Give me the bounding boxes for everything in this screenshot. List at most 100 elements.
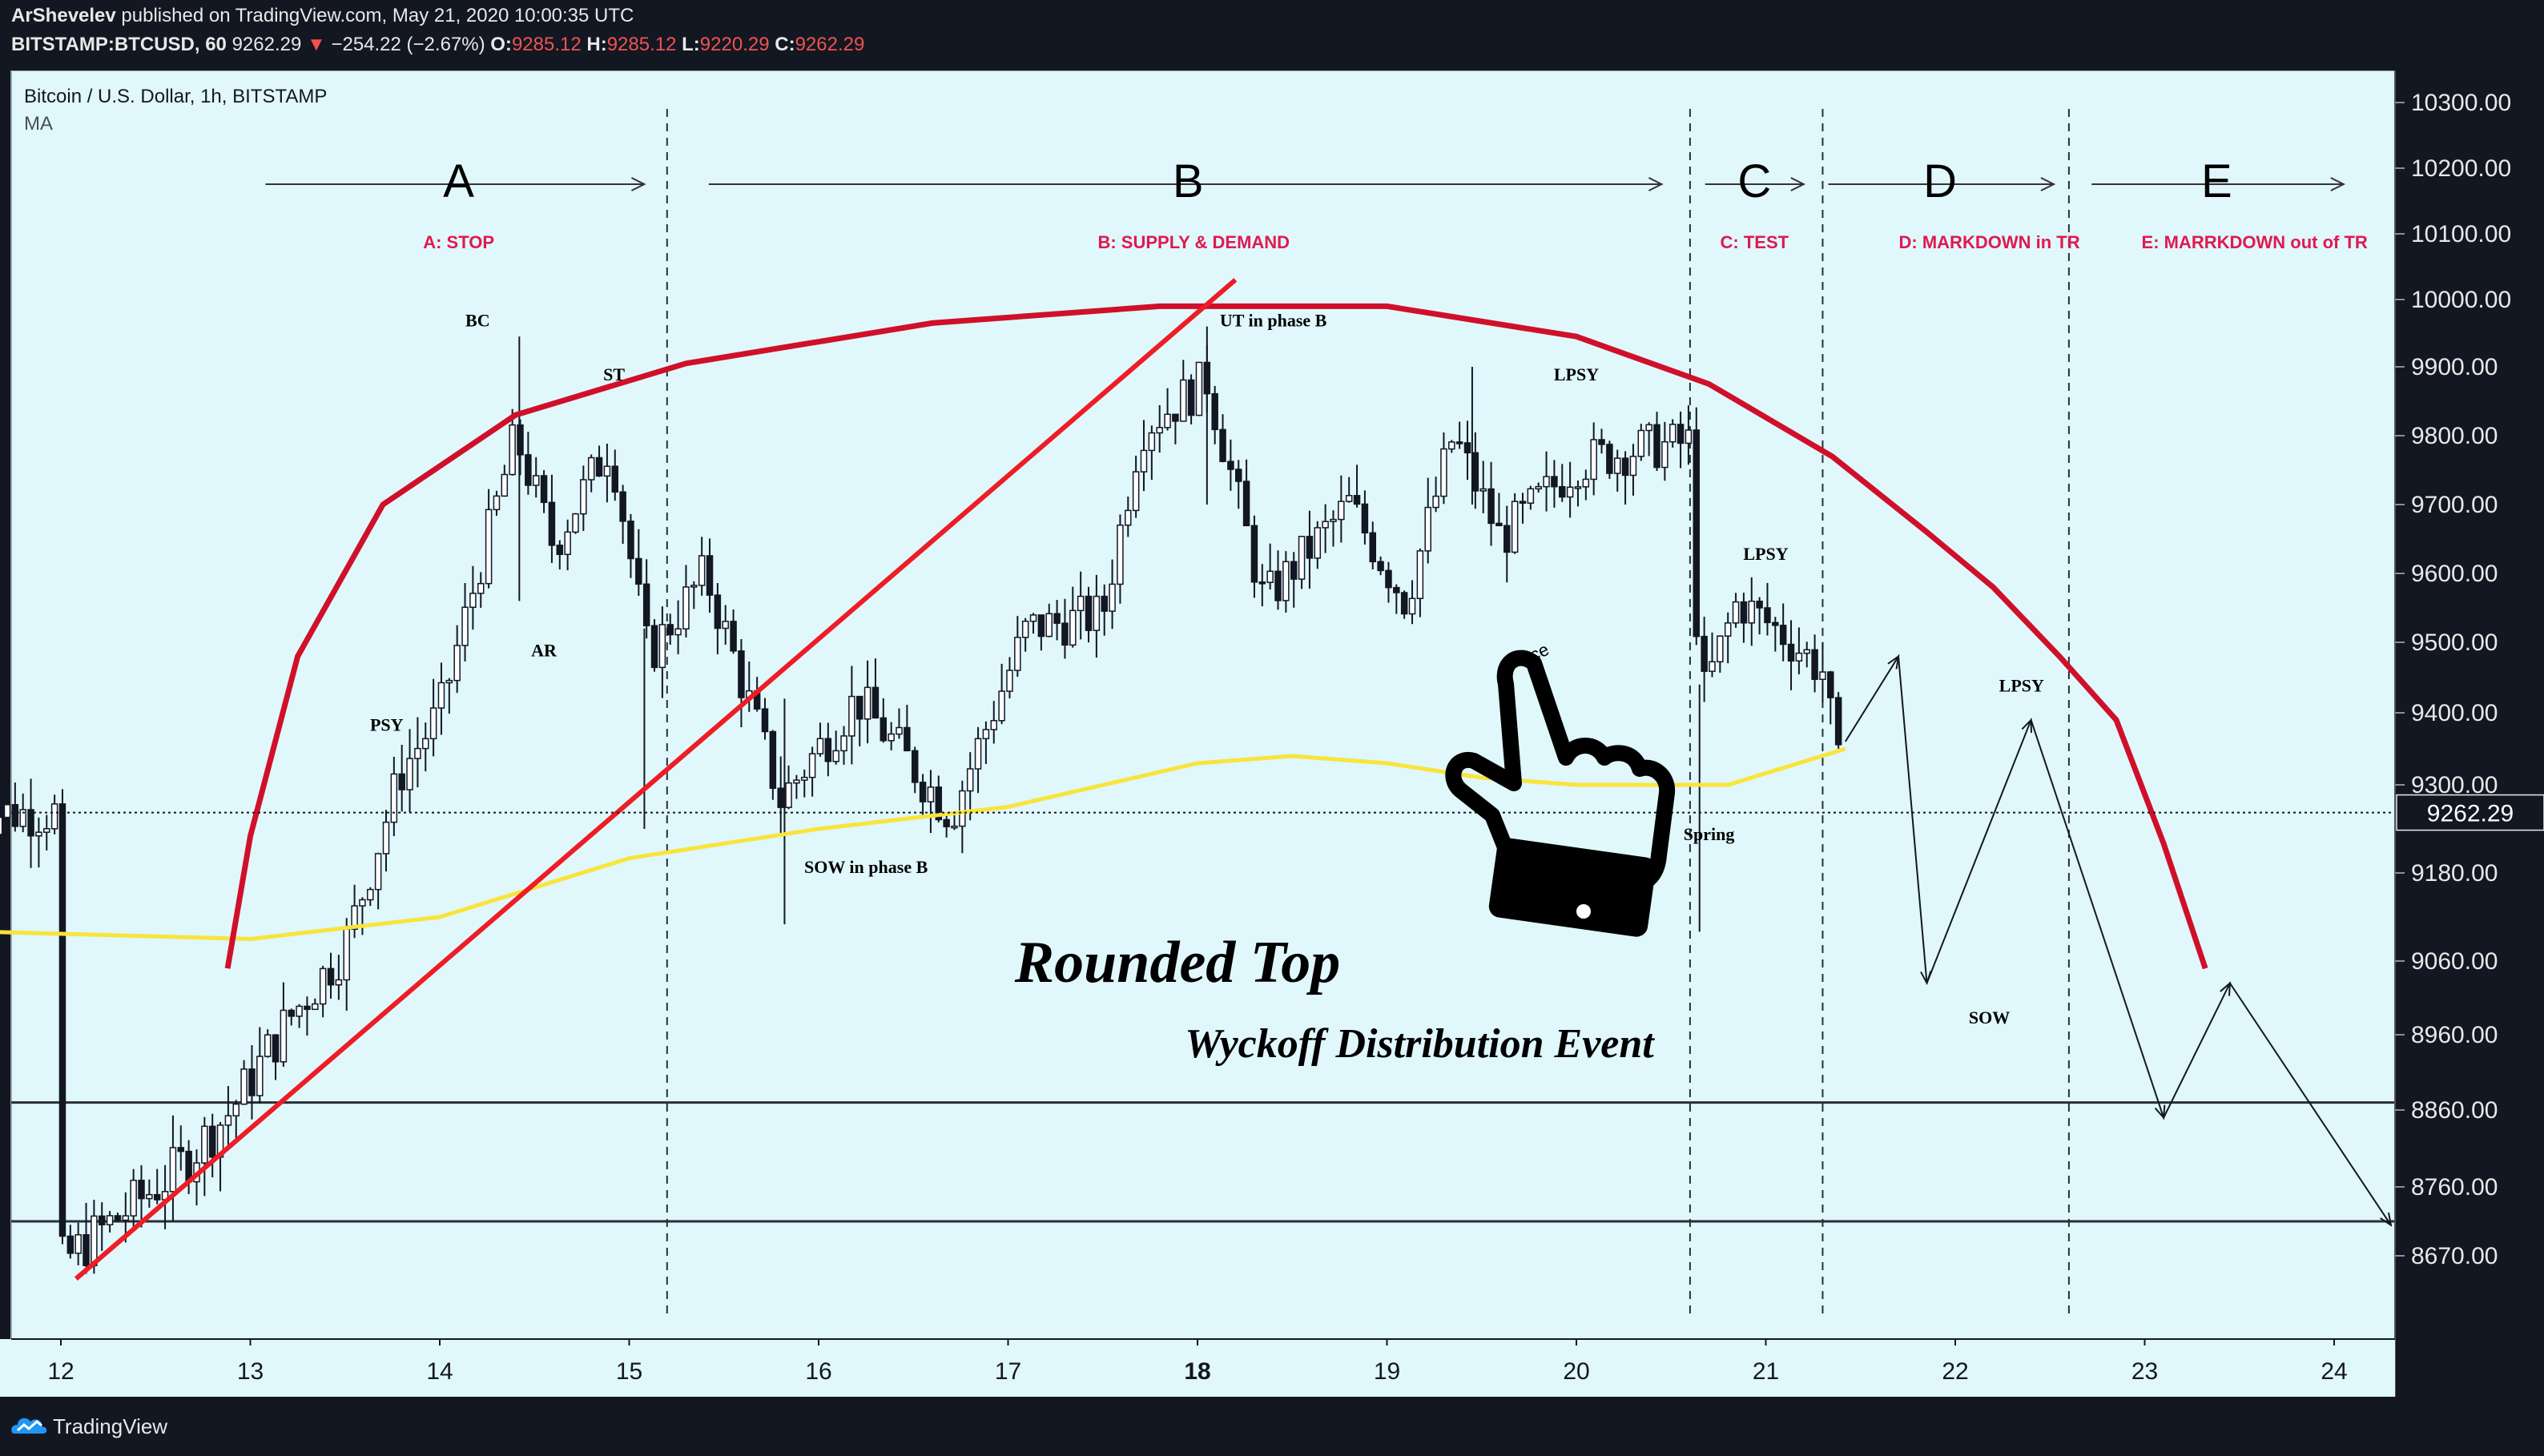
candle-body <box>974 738 982 770</box>
candle-body <box>690 585 698 588</box>
candle-body <box>888 733 895 742</box>
projection-arrowhead <box>2154 1104 2166 1120</box>
candle-body <box>335 979 343 986</box>
y-tick-label: 8960.00 <box>2411 1022 2498 1048</box>
subtitle: Wyckoff Distribution Event <box>1185 1021 1655 1067</box>
candle-body <box>1053 613 1061 624</box>
candle-body <box>840 735 847 752</box>
candle-body <box>1101 595 1108 612</box>
candle-body <box>1424 506 1431 552</box>
chart-title: Bitcoin / U.S. Dollar, 1h, BITSTAMP <box>24 86 327 107</box>
candle-body <box>674 628 682 636</box>
candle-body <box>627 521 634 560</box>
candle-body <box>477 582 485 594</box>
candle-body <box>1085 595 1093 631</box>
candle-body <box>304 1005 311 1011</box>
candle-body <box>603 465 611 477</box>
y-tick-label: 10200.00 <box>2411 155 2511 182</box>
candle-body <box>611 465 619 493</box>
candle-body <box>469 593 477 608</box>
candle-body <box>130 1180 137 1217</box>
candle-body <box>1685 429 1693 444</box>
candle-body <box>224 1115 232 1126</box>
candle-body <box>1416 550 1424 600</box>
candle-body <box>998 690 1005 722</box>
candle-body <box>367 888 374 901</box>
price-chart[interactable]: A A: STOP B B: SUPPLY & DEMAND C C: TEST D D: M… <box>0 70 2544 1397</box>
candle-body <box>232 1103 240 1116</box>
candle-body <box>1463 442 1471 454</box>
candle-body <box>461 606 469 646</box>
x-tick-label: 23 <box>2131 1358 2158 1385</box>
candle-body <box>1361 503 1369 534</box>
candle-body <box>1125 509 1132 526</box>
candle-body <box>880 717 888 742</box>
plot-background <box>11 70 2395 1397</box>
candle-body <box>1590 439 1597 481</box>
candle-body <box>793 779 800 784</box>
phase-arrowhead <box>2040 177 2056 191</box>
candle-body <box>280 1009 288 1063</box>
candle-body <box>658 624 666 669</box>
y-tick-label: 10300.00 <box>2411 90 2511 116</box>
candle-body <box>1180 379 1187 422</box>
x-tick-label: 21 <box>1753 1358 1779 1385</box>
candle-body <box>540 475 548 504</box>
candle-body <box>1827 671 1834 698</box>
candle-body <box>35 831 42 837</box>
phase-arrows: A A: STOP B B: SUPPLY & DEMAND C C: TEST D D: M… <box>265 155 2368 252</box>
time-axis[interactable] <box>0 1339 2395 1397</box>
tradingview-logo-icon[interactable] <box>11 1414 48 1438</box>
candle-body <box>564 531 571 555</box>
publish-info: published on TradingView.com, May 21, 20… <box>121 5 634 26</box>
candle-body <box>27 809 34 837</box>
phase-label: C: TEST <box>1721 232 1789 252</box>
candle-body <box>548 501 556 546</box>
candle-body <box>351 905 358 930</box>
candle-body <box>19 809 26 827</box>
candle-body <box>951 825 958 829</box>
candle-body <box>1306 536 1314 559</box>
candle-body <box>1093 595 1101 631</box>
projection-arrowhead <box>2220 981 2232 996</box>
candle-body <box>312 1003 319 1011</box>
candle-body <box>1290 561 1298 580</box>
y-tick-label: 9180.00 <box>2411 860 2498 887</box>
candle-body <box>1613 457 1621 474</box>
candle-body <box>666 624 674 636</box>
candle-body <box>556 545 564 555</box>
candle-body <box>1432 495 1439 509</box>
candle-body <box>1566 486 1574 498</box>
candle-body <box>1377 561 1384 572</box>
event-label: LPSY <box>1554 364 1599 384</box>
candle-body <box>1385 569 1392 589</box>
tradingview-brand[interactable]: TradingView <box>53 1414 168 1438</box>
candle-body <box>74 1234 82 1254</box>
candle-body <box>1559 485 1566 498</box>
candle-body <box>871 686 880 719</box>
candle-body <box>517 424 524 456</box>
x-tick-label: 14 <box>426 1358 453 1385</box>
event-label: LPSY <box>1999 676 2044 696</box>
candle-body <box>177 1147 185 1152</box>
candle-body <box>1219 428 1226 462</box>
candle-body <box>1021 620 1029 638</box>
candle-body <box>406 758 413 790</box>
candle-body <box>398 773 405 790</box>
price-axis[interactable] <box>2395 70 2544 1397</box>
open-label: O: <box>490 34 512 55</box>
support-lines <box>11 1101 2395 1223</box>
candle-body <box>208 1125 216 1158</box>
phase-letter: A <box>443 155 474 207</box>
author-name[interactable]: ArShevelev <box>11 5 116 26</box>
candle-body <box>414 747 421 759</box>
candle-body <box>1330 518 1337 522</box>
candle-body <box>429 707 437 740</box>
candle-body <box>1764 607 1771 624</box>
y-tick-label: 8860.00 <box>2411 1097 2498 1124</box>
x-tick-label: 12 <box>47 1358 74 1385</box>
symbol-label[interactable]: BITSTAMP:BTCUSD, 60 <box>11 34 227 55</box>
candle-body <box>1701 635 1708 672</box>
y-axis-labels: 10300.00 10200.00 10100.00 10000.00 9900.00 9… <box>2395 90 2511 1269</box>
event-label: AR <box>531 641 558 661</box>
